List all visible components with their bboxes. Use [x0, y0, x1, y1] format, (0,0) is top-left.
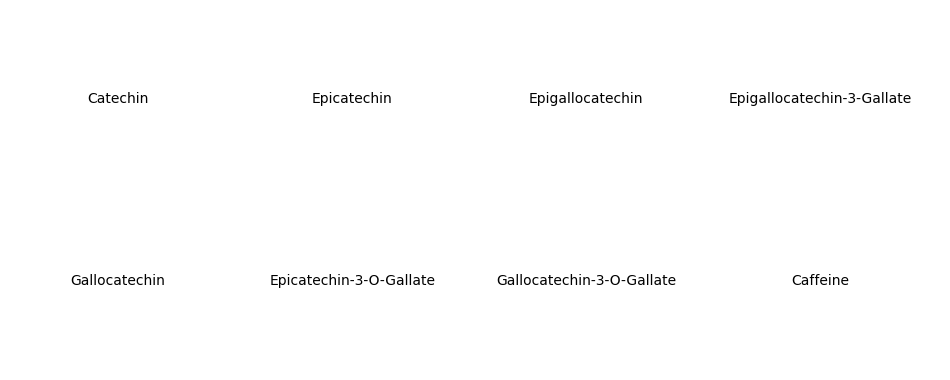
Text: Epicatechin-3-O-Gallate: Epicatechin-3-O-Gallate — [269, 274, 435, 288]
Text: Epigallocatechin-3-Gallate: Epigallocatechin-3-Gallate — [729, 92, 912, 106]
Text: Catechin: Catechin — [87, 92, 149, 106]
Text: Caffeine: Caffeine — [791, 274, 849, 288]
Text: Gallocatechin-3-O-Gallate: Gallocatechin-3-O-Gallate — [496, 274, 676, 288]
Text: Gallocatechin: Gallocatechin — [70, 274, 165, 288]
Text: Epicatechin: Epicatechin — [312, 92, 392, 106]
Text: Epigallocatechin: Epigallocatechin — [529, 92, 643, 106]
